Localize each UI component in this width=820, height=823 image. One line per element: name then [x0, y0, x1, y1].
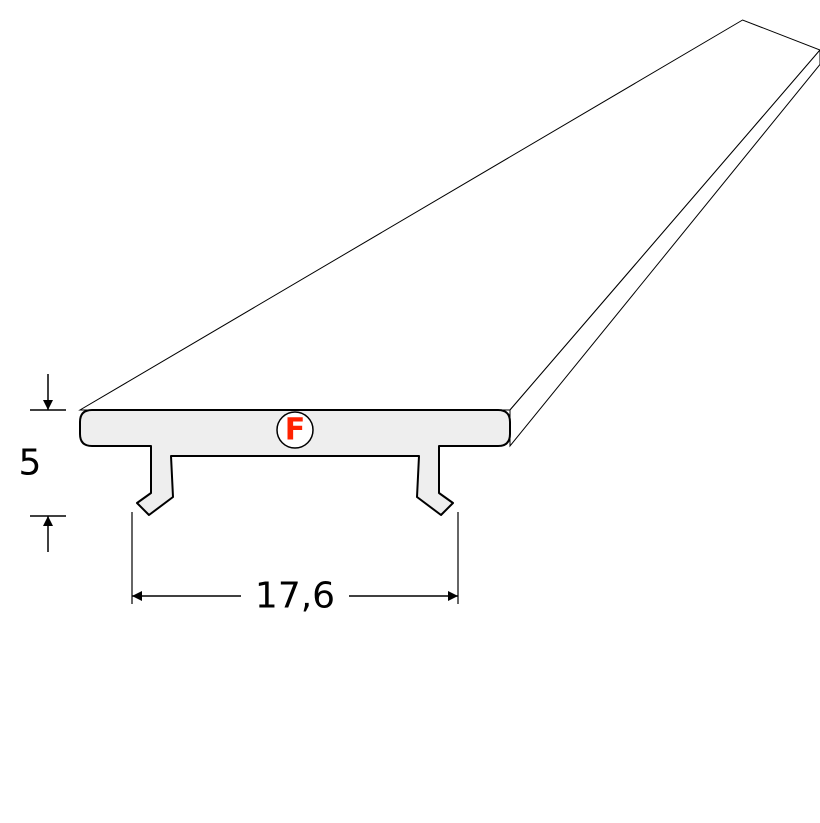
dim-arrow: [132, 591, 142, 601]
dim-arrow: [43, 400, 53, 410]
dim-height-text: 5: [19, 443, 42, 484]
dim-width-text: 17,6: [255, 576, 335, 617]
label-text: F: [285, 413, 306, 448]
extrusion-top-face: [80, 20, 820, 410]
dim-arrow: [448, 591, 458, 601]
dim-arrow: [43, 516, 53, 526]
technical-drawing: F 5 17,6: [0, 0, 820, 823]
